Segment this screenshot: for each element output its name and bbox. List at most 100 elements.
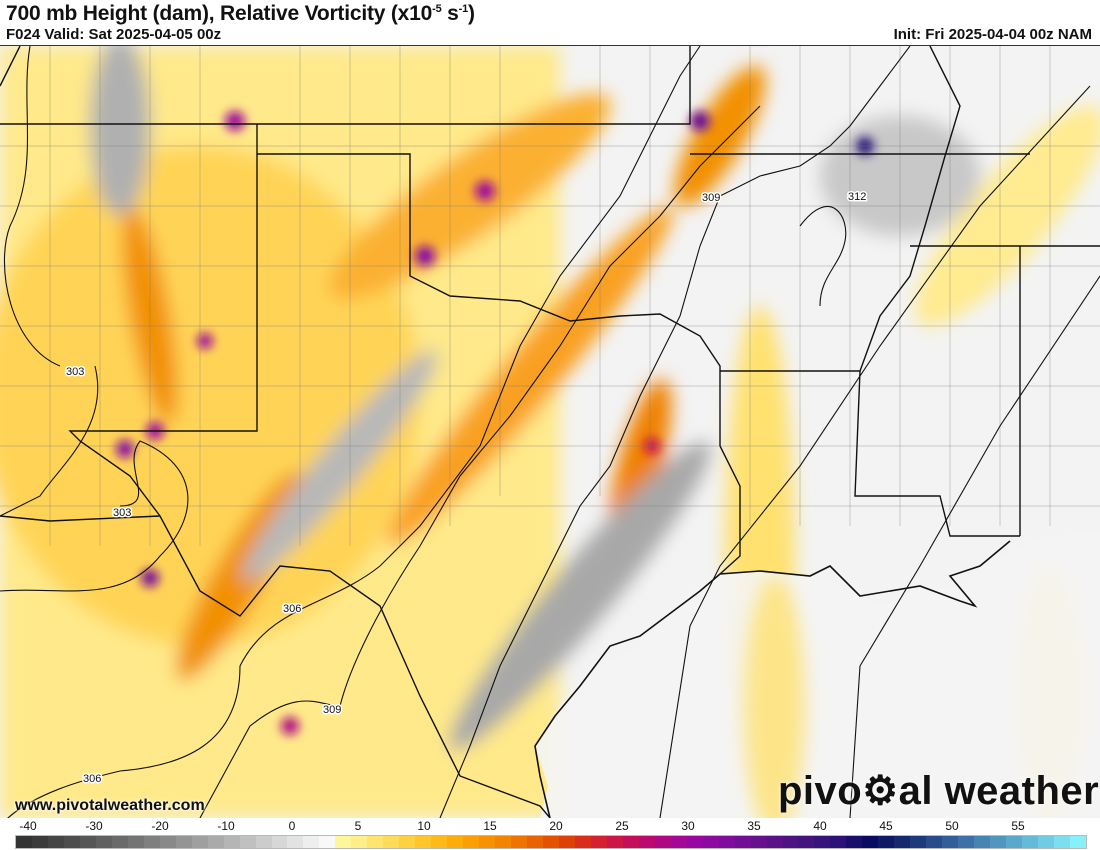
colorbar-tick-label: 20	[549, 819, 563, 833]
colorbar-cell	[287, 836, 304, 848]
colorbar-cell	[686, 836, 703, 848]
contour-label: 306	[283, 603, 301, 615]
colorbar-tick-label: 50	[945, 819, 959, 833]
colorbar-cell	[127, 836, 144, 848]
vorticity-field	[0, 46, 1100, 818]
colorbar-cell	[590, 836, 607, 848]
colorbar-cell	[878, 836, 895, 848]
title-text: 700 mb Height (dam), Relative Vorticity …	[6, 2, 433, 25]
colorbar-cell	[542, 836, 559, 848]
gulf-vorticity-band	[745, 576, 805, 818]
colorbar-cell	[223, 836, 240, 848]
colorbar-cell	[399, 836, 416, 848]
colorbar-cell	[1069, 836, 1086, 848]
county-borders	[0, 46, 1100, 546]
colorbar-tick-label: 25	[615, 819, 629, 833]
colorbar-cell	[351, 836, 368, 848]
colorbar-cell	[1038, 836, 1054, 848]
colorbar-cell	[463, 836, 480, 848]
colorbar-tick-label: 0	[288, 819, 296, 833]
colorbar-cell	[958, 836, 975, 848]
contour-label: 309	[702, 192, 720, 204]
colorbar-cell	[654, 836, 671, 848]
colorbar-cell	[383, 836, 400, 848]
colorbar-tick-label: 15	[483, 819, 497, 833]
pivotal-weather-logo: pivo⚙al weather	[778, 768, 1099, 814]
colorbar-cell	[574, 836, 591, 848]
colorbar-tick-label: 5	[354, 819, 362, 833]
valid-time: F024 Valid: Sat 2025-04-05 00z	[6, 26, 222, 43]
colorbar-cell	[319, 836, 336, 848]
colorbar-cell	[191, 836, 208, 848]
colorbar-tick-label: -10	[217, 819, 235, 833]
colorbar-cell	[606, 836, 623, 848]
colorbar-cell	[766, 836, 783, 848]
colorbar-cell	[255, 836, 272, 848]
colorbar-cell	[207, 836, 224, 848]
colorbar-cell	[702, 836, 719, 848]
colorbar-tick-label: -20	[151, 819, 169, 833]
gear-icon: ⚙	[862, 769, 899, 813]
init-time: Init: Fri 2025-04-04 00z NAM	[893, 26, 1092, 43]
colorbar-cell	[638, 836, 655, 848]
map-title: 700 mb Height (dam), Relative Vorticity …	[6, 2, 475, 26]
colorbar-tick-label: 55	[1011, 819, 1025, 833]
colorbar-cell	[367, 836, 384, 848]
title-unit: s	[441, 2, 459, 25]
colorbar-cell	[175, 836, 192, 848]
colorbar-cell	[31, 836, 48, 848]
gulf-of-mexico	[535, 531, 1100, 818]
colorbar-cell	[974, 836, 991, 848]
colorbar-cell	[495, 836, 512, 848]
colorbar-cell	[670, 836, 687, 848]
colorbar-cell	[159, 836, 176, 848]
colorbar-cell	[431, 836, 448, 848]
contour-label: 306	[83, 773, 101, 785]
contour-label: 309	[323, 704, 341, 716]
vorticity-map[interactable]: 303 303 306 309 306 309 312	[0, 45, 1100, 818]
contour-labels: 303 303 306 309 306 309 312	[65, 190, 868, 787]
colorbar-cell	[1053, 836, 1070, 848]
state-borders	[0, 46, 1100, 818]
colorbar-cell	[622, 836, 639, 848]
title-exponent-2: -1	[458, 3, 469, 15]
colorbar-tick-label: -40	[19, 819, 37, 833]
colorbar-cell	[111, 836, 128, 848]
height-contours	[0, 46, 1100, 818]
colorbar-cell	[16, 836, 32, 848]
colorbar-cell	[798, 836, 815, 848]
colorbar-tick-label: 10	[417, 819, 431, 833]
logo-text-2: al weather	[898, 769, 1100, 813]
colorbar-cell	[558, 836, 575, 848]
colorbar-cell	[990, 836, 1007, 848]
colorbar-cell	[447, 836, 464, 848]
colorbar-cell	[718, 836, 735, 848]
colorbar-cell	[511, 836, 527, 848]
colorbar-tick-label: 30	[681, 819, 695, 833]
colorbar-cell	[47, 836, 64, 848]
colorbar-cell	[814, 836, 831, 848]
colorbar-cell	[846, 836, 863, 848]
title-exponent: -5	[432, 3, 442, 15]
colorbar	[15, 835, 1087, 849]
colorbar-tick-label: 35	[747, 819, 761, 833]
colorbar-cell	[862, 836, 879, 848]
contour-label: 303	[66, 366, 84, 378]
colorbar-cell	[830, 836, 847, 848]
colorbar-cell	[926, 836, 943, 848]
colorbar-cell	[63, 836, 80, 848]
colorbar-cell	[910, 836, 927, 848]
coastline	[534, 540, 1011, 818]
colorbar-tick-label: -30	[85, 819, 103, 833]
colorbar-cell	[1022, 836, 1038, 848]
contour-label: 312	[848, 191, 866, 203]
colorbar-cell	[894, 836, 911, 848]
colorbar-cell	[734, 836, 751, 848]
colorbar-tick-label: 40	[813, 819, 827, 833]
colorbar-cell	[479, 836, 496, 848]
colorbar-tick-label: 45	[879, 819, 893, 833]
colorbar-cell	[79, 836, 96, 848]
colorbar-cell	[303, 836, 320, 848]
colorbar-cell	[527, 836, 543, 848]
colorbar-cell	[335, 836, 352, 848]
